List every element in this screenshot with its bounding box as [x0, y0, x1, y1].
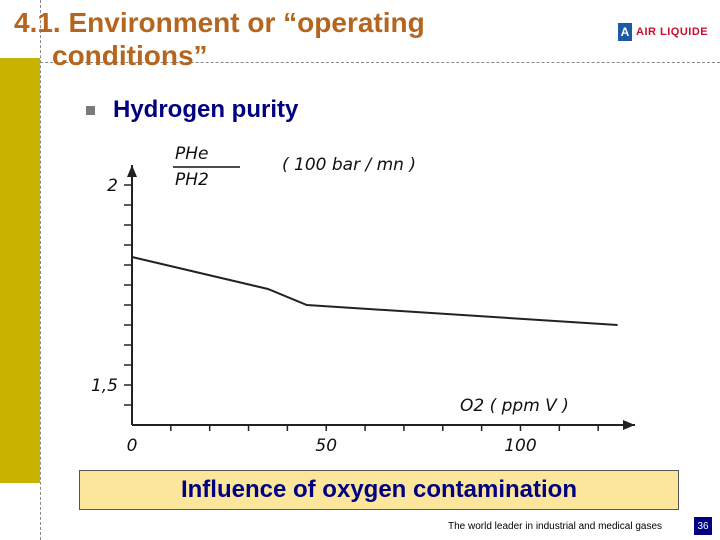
- bullet-text: Hydrogen purity: [113, 96, 299, 123]
- logo-mark-icon: A: [618, 23, 632, 41]
- bullet-square-icon: [86, 105, 95, 115]
- logo-text: AIR LIQUIDE: [636, 26, 709, 38]
- y-tick-label: 2: [107, 176, 118, 196]
- guide-line-horizontal: [0, 62, 720, 63]
- chart-labels: PHe PH2 ( 100 bar / mn ) O2 ( ppm V ): [173, 144, 569, 416]
- x-tick-label: 0: [127, 436, 138, 455]
- y-axis-label-denominator: PH2: [175, 170, 209, 190]
- x-axis-label: O2 ( ppm V ): [460, 396, 569, 416]
- slide-title: 4.1. Environment or “operating condition…: [14, 6, 425, 72]
- x-axis-arrow: [623, 420, 635, 430]
- chart: 1,5 2 0 50 100 PHe PH2 ( 100 bar / mn ) O2 (…: [91, 144, 635, 455]
- bullet-item: Hydrogen purity: [86, 96, 298, 124]
- x-tick-label: 100: [504, 436, 536, 455]
- x-tick-label: 50: [315, 436, 337, 455]
- page-number: 36: [694, 517, 712, 535]
- guide-line-vertical: [40, 0, 41, 540]
- series-line: [131, 256, 618, 326]
- y-tick-label: 1,5: [91, 376, 118, 396]
- caption-text: Influence of oxygen contamination: [180, 476, 578, 503]
- slide-title-line1: 4.1. Environment or “operating: [14, 7, 425, 38]
- chart-axes: [127, 165, 635, 430]
- chart-ticks: 1,5 2 0 50 100: [91, 176, 599, 455]
- y-axis-label-unit: ( 100 bar / mn ): [282, 155, 416, 175]
- air-liquide-logo: A AIR LIQUIDE: [618, 22, 714, 42]
- footer-tagline: The world leader in industrial and medic…: [448, 521, 663, 532]
- accent-side-bar: [0, 58, 40, 483]
- chart-series: [131, 256, 618, 326]
- y-axis-label-numerator: PHe: [175, 144, 209, 164]
- y-axis-arrow: [127, 165, 137, 177]
- caption-box: Influence of oxygen contamination: [79, 470, 679, 510]
- slide-title-line2: conditions”: [52, 40, 208, 71]
